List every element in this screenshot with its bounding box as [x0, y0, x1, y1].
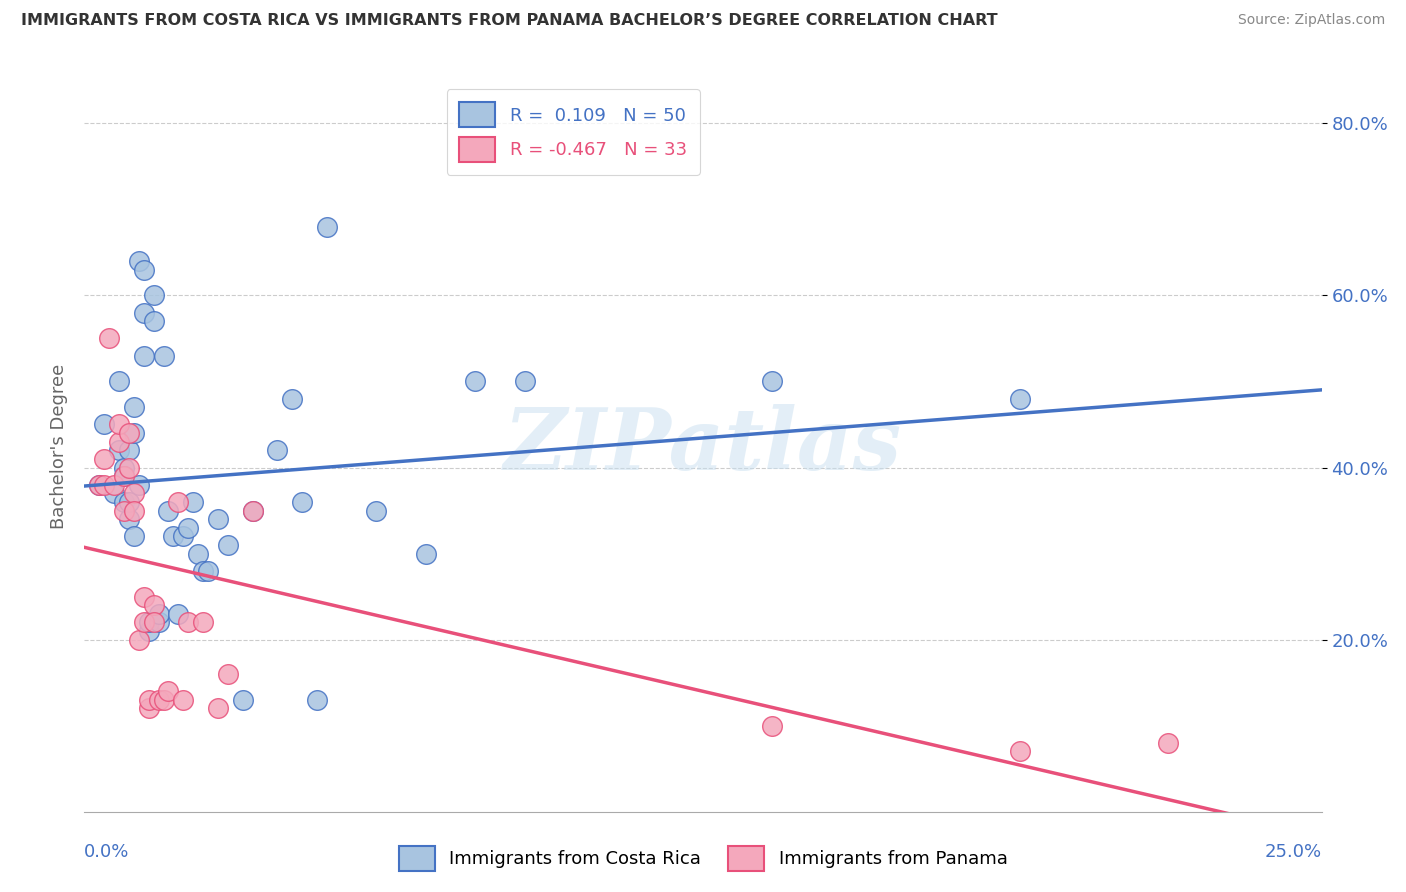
- Point: [148, 607, 170, 621]
- Point: [112, 469, 135, 483]
- Point: [108, 417, 131, 432]
- Point: [98, 331, 121, 345]
- Point: [366, 503, 388, 517]
- Point: [93, 477, 115, 491]
- Point: [207, 701, 229, 715]
- Point: [1157, 736, 1180, 750]
- Point: [177, 521, 200, 535]
- Point: [118, 460, 141, 475]
- Legend: Immigrants from Costa Rica, Immigrants from Panama: Immigrants from Costa Rica, Immigrants f…: [391, 838, 1015, 879]
- Text: ZIPatlas: ZIPatlas: [503, 404, 903, 488]
- Point: [108, 443, 131, 458]
- Point: [132, 262, 155, 277]
- Point: [761, 375, 783, 389]
- Point: [177, 615, 200, 630]
- Point: [122, 401, 145, 415]
- Text: IMMIGRANTS FROM COSTA RICA VS IMMIGRANTS FROM PANAMA BACHELOR’S DEGREE CORRELATI: IMMIGRANTS FROM COSTA RICA VS IMMIGRANTS…: [21, 13, 998, 29]
- Point: [191, 615, 214, 630]
- Point: [112, 503, 135, 517]
- Point: [305, 693, 328, 707]
- Point: [761, 719, 783, 733]
- Legend: R =  0.109   N = 50, R = -0.467   N = 33: R = 0.109 N = 50, R = -0.467 N = 33: [447, 89, 700, 175]
- Point: [93, 451, 115, 466]
- Point: [242, 503, 264, 517]
- Point: [132, 349, 155, 363]
- Point: [89, 477, 111, 491]
- Point: [89, 477, 111, 491]
- Point: [191, 564, 214, 578]
- Point: [157, 684, 180, 698]
- Point: [291, 495, 314, 509]
- Point: [187, 547, 209, 561]
- Point: [108, 375, 131, 389]
- Point: [415, 547, 437, 561]
- Point: [132, 615, 155, 630]
- Point: [181, 495, 204, 509]
- Point: [128, 632, 150, 647]
- Point: [118, 443, 141, 458]
- Point: [93, 417, 115, 432]
- Point: [138, 701, 160, 715]
- Point: [122, 486, 145, 500]
- Point: [148, 615, 170, 630]
- Point: [148, 693, 170, 707]
- Point: [138, 693, 160, 707]
- Text: 0.0%: 0.0%: [84, 843, 129, 861]
- Point: [142, 598, 165, 612]
- Point: [122, 503, 145, 517]
- Point: [162, 529, 184, 543]
- Point: [167, 607, 190, 621]
- Point: [112, 460, 135, 475]
- Point: [315, 219, 337, 234]
- Point: [197, 564, 219, 578]
- Point: [157, 503, 180, 517]
- Point: [118, 512, 141, 526]
- Point: [112, 469, 135, 483]
- Point: [266, 443, 288, 458]
- Point: [112, 495, 135, 509]
- Point: [172, 529, 194, 543]
- Point: [1008, 392, 1031, 406]
- Point: [242, 503, 264, 517]
- Point: [118, 495, 141, 509]
- Point: [1008, 744, 1031, 758]
- Text: Source: ZipAtlas.com: Source: ZipAtlas.com: [1237, 13, 1385, 28]
- Point: [152, 693, 174, 707]
- Point: [122, 529, 145, 543]
- Point: [217, 667, 239, 681]
- Point: [167, 495, 190, 509]
- Point: [108, 434, 131, 449]
- Point: [281, 392, 304, 406]
- Point: [217, 538, 239, 552]
- Point: [142, 314, 165, 328]
- Point: [172, 693, 194, 707]
- Point: [103, 486, 125, 500]
- Point: [128, 477, 150, 491]
- Point: [138, 615, 160, 630]
- Point: [142, 288, 165, 302]
- Point: [207, 512, 229, 526]
- Point: [122, 426, 145, 441]
- Point: [132, 590, 155, 604]
- Point: [464, 375, 486, 389]
- Point: [513, 375, 536, 389]
- Text: 25.0%: 25.0%: [1264, 843, 1322, 861]
- Y-axis label: Bachelor's Degree: Bachelor's Degree: [49, 363, 67, 529]
- Point: [132, 305, 155, 319]
- Point: [138, 624, 160, 638]
- Point: [128, 254, 150, 268]
- Point: [103, 477, 125, 491]
- Point: [152, 349, 174, 363]
- Point: [142, 615, 165, 630]
- Point: [232, 693, 254, 707]
- Point: [118, 426, 141, 441]
